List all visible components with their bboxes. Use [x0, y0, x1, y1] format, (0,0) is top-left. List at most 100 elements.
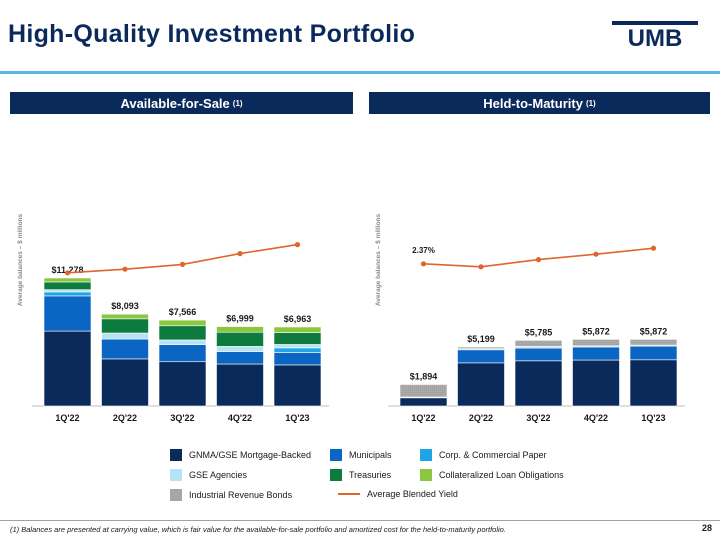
bar-segment-clo [43, 277, 92, 283]
bar-segment-gnma [399, 397, 448, 407]
legend-item-irb: Industrial Revenue Bonds [170, 489, 292, 501]
x-tick-label: 1Q'22 [55, 413, 79, 423]
bar-segment-irb [514, 340, 563, 347]
bar-total-label: $5,872 [582, 326, 610, 336]
bar-segment-municipals [273, 352, 322, 366]
bar-segment-gnma [514, 360, 563, 407]
page-number: 28 [701, 523, 712, 533]
yield-point [64, 270, 71, 276]
bar-segment-treasuries [273, 332, 322, 345]
yield-point [650, 245, 657, 251]
x-tick-label: 3Q'22 [170, 413, 194, 423]
legend-swatch [170, 469, 182, 481]
x-tick-label: 2Q'22 [469, 413, 493, 423]
legend-item-gse: GSE Agencies [170, 469, 247, 481]
bar-segment-irb [572, 339, 620, 347]
umb-logo: UMB [612, 21, 698, 47]
bar-segment-municipals [101, 338, 149, 360]
yield-label: 2.22% [56, 255, 79, 264]
yield-label: 2.54% [229, 257, 252, 266]
legend-label: Corp. & Commercial Paper [439, 450, 547, 460]
legend-item-gnma: GNMA/GSE Mortgage-Backed [170, 449, 311, 461]
yield-point [478, 264, 484, 270]
yield-label: 2.37% [412, 246, 435, 255]
yield-label: 2.28% [114, 251, 137, 260]
bar-segment-gse [273, 344, 322, 349]
bar-segment-irb [399, 384, 448, 398]
chart-legend: GNMA/GSE Mortgage-Backed Municipals Corp. … [158, 445, 578, 507]
bar-segment-municipals [514, 347, 563, 362]
yield-label: 2.53% [585, 236, 608, 245]
afs-banner-note: (1) [232, 98, 243, 108]
bar-segment-clo [101, 313, 149, 320]
footnote: (1) Balances are presented at carrying v… [10, 525, 506, 534]
bar-segment-municipals [216, 351, 264, 365]
x-tick-label: 4Q'22 [584, 413, 608, 423]
bar-segment-clo [158, 319, 207, 327]
bar-segment-clo [273, 326, 322, 333]
legend-swatch [330, 469, 342, 481]
bar-segment-gnma [273, 364, 322, 407]
yield-point [535, 257, 542, 263]
x-tick-label: 3Q'22 [526, 413, 550, 423]
htm-banner-label: Held-to-Maturity [483, 95, 583, 111]
bar-segment-municipals [43, 295, 92, 332]
y-axis-label: Average balances – $ millions [375, 213, 382, 306]
bar-total-label: $11,278 [51, 265, 83, 275]
bar-segment-clo [216, 326, 264, 333]
yield-point [593, 251, 599, 257]
bar-segment-gnma [629, 359, 678, 407]
bar-segment-gnma [457, 362, 505, 407]
yield-label: 2.69% [286, 227, 309, 236]
bar-segment-treasuries [158, 325, 207, 341]
bar-segment-gse [216, 346, 264, 352]
page-title: High-Quality Investment Portfolio [8, 20, 416, 48]
legend-label: Collateralized Loan Obligations [439, 470, 564, 480]
afs-stacked-bar-chart: Average balances – $ millions $11,278 1Q'2… [17, 213, 329, 423]
legend-label: Average Blended Yield [367, 489, 458, 499]
bar-segment-municipals [572, 346, 620, 361]
bar-total-label: $1,894 [410, 372, 438, 382]
logo-text: UMB [628, 25, 683, 47]
htm-stacked-bar-chart: Average balances – $ millions $1,894 1Q'22… [375, 213, 685, 423]
x-tick-label: 1Q'22 [411, 413, 435, 423]
x-tick-label: 2Q'22 [113, 413, 137, 423]
legend-item-corp: Corp. & Commercial Paper [420, 449, 547, 461]
legend-swatch [420, 469, 432, 481]
bar-segment-gnma [158, 361, 207, 407]
bar-segment-gnma [572, 359, 620, 407]
yield-label: 2.63% [642, 230, 665, 239]
yield-point [122, 266, 128, 272]
htm-banner: Held-to-Maturity (1) [369, 92, 710, 114]
y-axis-label: Average balances – $ millions [17, 213, 24, 306]
legend-item-clo: Collateralized Loan Obligations [420, 469, 564, 481]
legend-item-yield_line: Average Blended Yield [338, 489, 458, 499]
bar-segment-gse [43, 289, 92, 293]
bar-segment-treasuries [216, 331, 264, 347]
x-tick-label: 4Q'22 [228, 413, 252, 423]
legend-item-municipals: Municipals [330, 449, 392, 461]
footer-rule [0, 520, 720, 521]
bar-segment-irb [629, 339, 678, 346]
bar-segment-irb [457, 346, 505, 349]
bar-total-label: $8,093 [111, 301, 139, 311]
bar-segment-gse [101, 332, 149, 340]
yield-label: 2.32% [470, 249, 493, 258]
yield-point [294, 242, 301, 248]
legend-swatch [170, 449, 182, 461]
legend-label: Treasuries [349, 470, 392, 480]
legend-label: GSE Agencies [189, 470, 248, 480]
bar-total-label: $7,566 [169, 307, 197, 317]
x-tick-label: 1Q'23 [641, 413, 665, 423]
bar-segment-gnma [216, 363, 264, 407]
yield-label: 2.36% [171, 246, 194, 255]
bar-segment-municipals [158, 344, 207, 363]
bar-segment-municipals [457, 349, 505, 364]
bar-segment-corp [273, 347, 322, 353]
bar-segment-treasuries [43, 281, 92, 290]
legend-swatch [420, 449, 432, 461]
bar-segment-corp [43, 291, 92, 297]
afs-banner: Available-for-Sale (1) [10, 92, 353, 114]
legend-item-treasuries: Treasuries [330, 469, 391, 481]
yield-label: 2.44% [527, 242, 550, 251]
